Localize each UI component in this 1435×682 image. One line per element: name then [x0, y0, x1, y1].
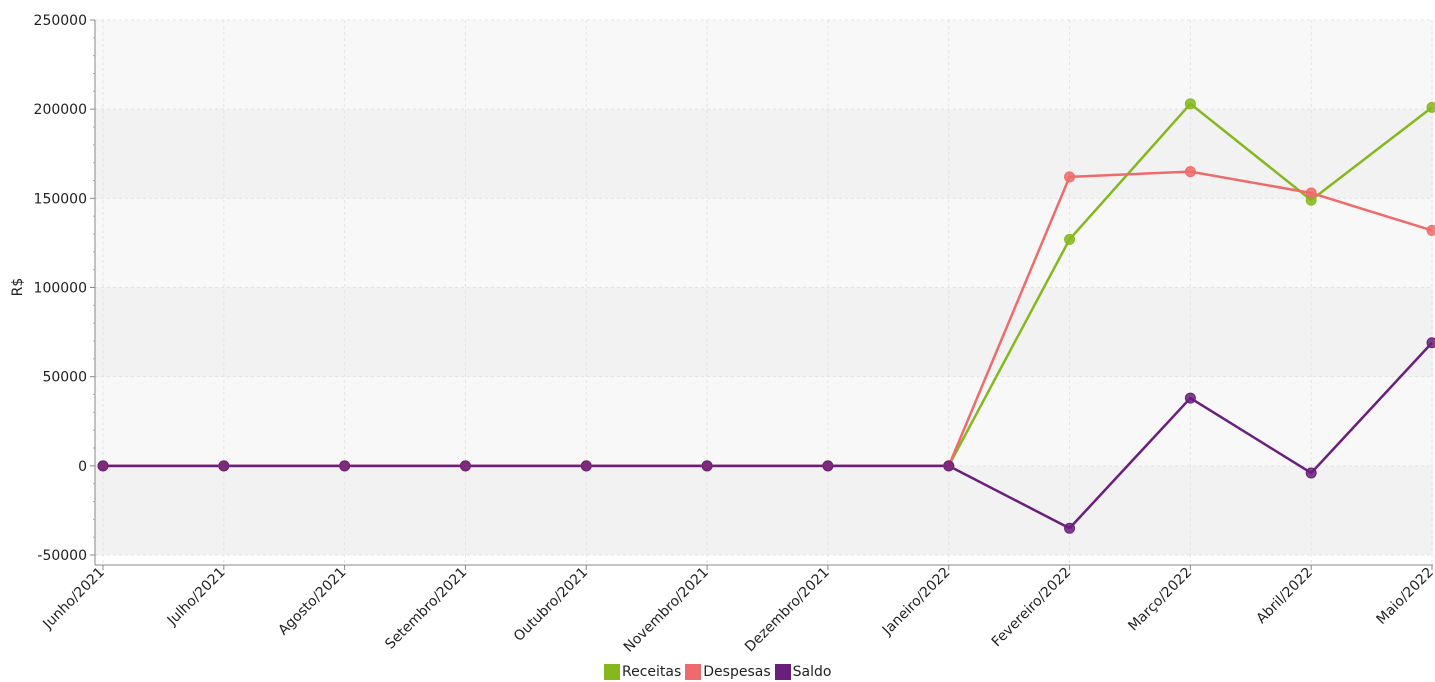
data-point — [1064, 233, 1076, 245]
data-point — [1305, 187, 1317, 199]
legend-item: Saldo — [774, 664, 832, 680]
data-point — [1184, 166, 1196, 178]
data-point — [1064, 522, 1076, 534]
legend-swatch — [685, 664, 702, 680]
legend-label: Receitas — [622, 664, 682, 680]
y-tick-label: 100000 — [34, 281, 87, 297]
legend-item: Receitas — [604, 664, 681, 680]
x-tick-label: Junho/2021 — [39, 565, 107, 633]
data-point — [97, 460, 109, 472]
legend: Receitas Despesas Saldo — [604, 662, 831, 682]
x-tick-label: Agosto/2021 — [275, 565, 349, 639]
data-point — [1064, 171, 1076, 183]
y-tick-label: 0 — [78, 459, 87, 475]
plot-band — [95, 20, 1433, 110]
y-tick-label: 200000 — [34, 102, 87, 118]
x-tick-label: Janeiro/2022 — [879, 565, 954, 640]
series-line — [103, 341, 1433, 530]
series-points — [97, 98, 1435, 534]
y-axis-ticks: -50000 0 50000 100000 150000 200000 250000 — [34, 13, 95, 564]
plot-band — [95, 287, 1433, 377]
y-tick-label: 250000 — [34, 13, 87, 29]
plot-background — [95, 20, 1433, 555]
x-tick-label: Março/2022 — [1125, 565, 1195, 635]
x-tick-label: Setembro/2021 — [382, 565, 470, 653]
data-point — [822, 460, 834, 472]
x-tick-label: Dezembro/2021 — [742, 565, 833, 656]
data-point — [1184, 392, 1196, 404]
legend-item: Despesas — [685, 664, 771, 680]
data-point — [1426, 337, 1435, 349]
y-tick-label: -50000 — [37, 548, 87, 564]
x-tick-label: Julho/2021 — [164, 565, 229, 630]
legend-label: Saldo — [792, 664, 832, 680]
legend-label: Despesas — [703, 664, 771, 680]
data-point — [1426, 101, 1435, 113]
x-tick-label: Fevereiro/2022 — [989, 565, 1075, 651]
x-tick-label: Abril/2022 — [1254, 565, 1316, 627]
x-axis-ticks: Junho/2021 Julho/2021 Agosto/2021 Setembro/… — [39, 565, 1435, 656]
data-point — [943, 460, 955, 472]
data-point — [1184, 98, 1196, 110]
plot-band — [95, 376, 1433, 466]
legend-swatch — [774, 664, 791, 680]
data-point — [580, 460, 592, 472]
y-tick-label: 50000 — [42, 370, 87, 386]
data-point — [1305, 467, 1317, 479]
series-lines — [103, 102, 1433, 530]
plot-band — [95, 465, 1433, 555]
x-tick-label: Maio/2022 — [1374, 565, 1435, 628]
x-tick-label: Novembro/2021 — [621, 565, 712, 656]
plot-band — [95, 198, 1433, 288]
y-tick-label: 150000 — [34, 191, 87, 207]
x-tick-label: Outubro/2021 — [511, 565, 591, 645]
y-axis-title: R$ — [10, 278, 26, 297]
data-point — [218, 460, 230, 472]
data-point — [459, 460, 471, 472]
plot-band — [95, 109, 1433, 199]
data-point — [339, 460, 351, 472]
legend-swatch — [604, 664, 620, 680]
axes — [94, 20, 1433, 566]
data-point — [1426, 224, 1435, 236]
data-point — [701, 460, 713, 472]
